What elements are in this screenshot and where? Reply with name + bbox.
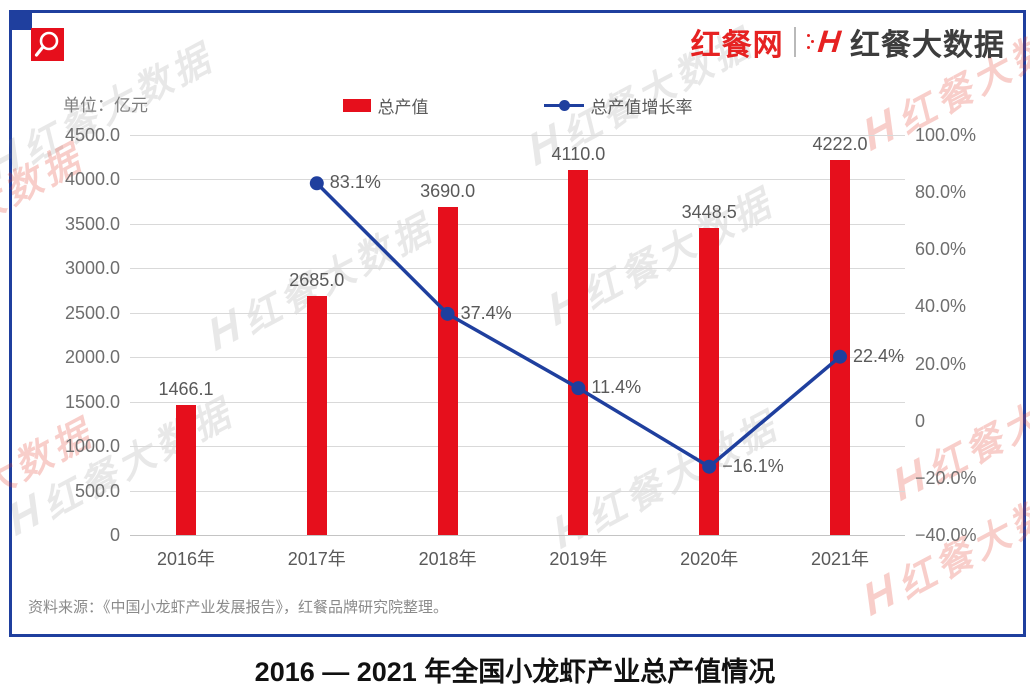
y-axis-right-tick-label: 20.0%	[915, 353, 967, 374]
line-point-label: −16.1%	[722, 455, 784, 476]
x-axis-label: 2018年	[418, 549, 477, 569]
line-point	[833, 349, 847, 364]
bar	[176, 404, 196, 535]
bar-value-label: 3448.5	[681, 202, 737, 223]
x-axis-label: 2019年	[549, 549, 608, 569]
gridline	[130, 179, 905, 181]
bar	[699, 228, 720, 535]
chart-card: 红餐网 H 红餐大数据 单位：亿元 总产值 总产值增长率 1466.1 2016年…	[9, 10, 1026, 637]
source-note: 资料来源：《中国小龙虾产业发展报告》，红餐品牌研究院整理。	[28, 599, 449, 616]
x-axis-label: 2017年	[287, 549, 346, 569]
legend: 总产值 总产值增长率	[12, 93, 1023, 118]
x-axis-label: 2021年	[810, 549, 870, 569]
y-axis-left-tick-label: 500.0	[74, 480, 120, 501]
bar-value-label: 3690.0	[420, 181, 476, 201]
line-point-label: 37.4%	[460, 302, 512, 323]
y-axis-left-tick-label: 1000.0	[64, 436, 120, 457]
line-point	[571, 381, 586, 396]
gridline	[130, 357, 905, 359]
bar-value-label: 4110.0	[551, 143, 606, 164]
bar	[437, 207, 458, 535]
logo-divider	[793, 27, 796, 57]
gridline	[130, 446, 905, 448]
bar	[830, 159, 850, 535]
magnifier-badge	[31, 28, 64, 61]
gridline	[130, 312, 905, 314]
brand-dots-icon	[806, 31, 815, 53]
gridline	[130, 268, 905, 270]
y-axis-right-tick-label: −40.0%	[915, 525, 977, 545]
gridline	[130, 223, 905, 225]
y-axis-right-tick-label: 60.0%	[915, 239, 967, 260]
y-axis-left-tick-label: 3500.0	[64, 213, 120, 234]
x-axis-label: 2016年	[156, 549, 216, 569]
line-point	[702, 459, 717, 474]
growth-line	[309, 176, 847, 474]
y-axis-left-tick-label: 2000.0	[64, 347, 120, 368]
y-axis-left-tick-label: 3000.0	[64, 258, 120, 279]
bar-swatch-icon	[342, 99, 371, 112]
bar	[306, 296, 327, 535]
legend-label-bar: 总产值	[377, 98, 429, 117]
x-axis-label: 2020年	[680, 549, 739, 569]
y-axis-left-tick-label: 4500.0	[64, 125, 120, 145]
logo-row: 红餐网 H 红餐大数据	[691, 22, 1005, 62]
y-axis-right-tick-label: −20.0%	[915, 467, 977, 488]
bar-value-label: 2685.0	[289, 270, 345, 291]
unit-label: 单位：亿元	[63, 96, 148, 115]
bar-value-label: 4222.0	[812, 133, 868, 154]
gridline	[130, 401, 905, 403]
y-axis-right-tick-label: 0	[915, 410, 926, 431]
y-axis-left-tick-label: 1500.0	[64, 391, 120, 412]
y-axis-right-tick-label: 80.0%	[915, 182, 967, 203]
y-axis-left-tick-label: 2500.0	[64, 302, 120, 323]
search-icon	[34, 31, 59, 57]
legend-label-line: 总产值增长率	[590, 98, 693, 117]
line-point-label: 83.1%	[329, 172, 381, 193]
line-point	[440, 306, 455, 321]
y-axis-left-tick-label: 0	[109, 525, 120, 545]
gridline	[130, 535, 905, 536]
corner-decoration-square	[9, 10, 32, 30]
line-point	[309, 176, 324, 191]
legend-item-line: 总产值增长率	[543, 93, 693, 118]
bar-value-label: 1466.1	[158, 378, 214, 399]
legend-item-bar: 总产值	[342, 93, 429, 118]
hongcan-bigdata-logo: 红餐大数据	[850, 29, 1005, 62]
chart-caption: 2016 — 2021 年全国小龙虾产业总产值情况	[254, 657, 776, 687]
gridline	[130, 490, 905, 492]
line-point-label: 22.4%	[853, 345, 905, 366]
hongcanwang-logo: 红餐网	[690, 29, 784, 62]
bar	[568, 169, 589, 535]
y-axis-left-tick-label: 4000.0	[64, 169, 120, 190]
gridline	[130, 135, 905, 136]
line-point-label: 11.4%	[591, 377, 642, 398]
y-axis-right-tick-label: 100.0%	[915, 125, 977, 145]
line-swatch-icon	[543, 99, 584, 112]
plot-area: 1466.1 2016年 2685.0 2017年 3690.0 2018年 4110.0 2…	[130, 133, 905, 569]
brand-h-icon: H	[806, 24, 842, 60]
y-axis-right-tick-label: 40.0%	[915, 296, 967, 317]
